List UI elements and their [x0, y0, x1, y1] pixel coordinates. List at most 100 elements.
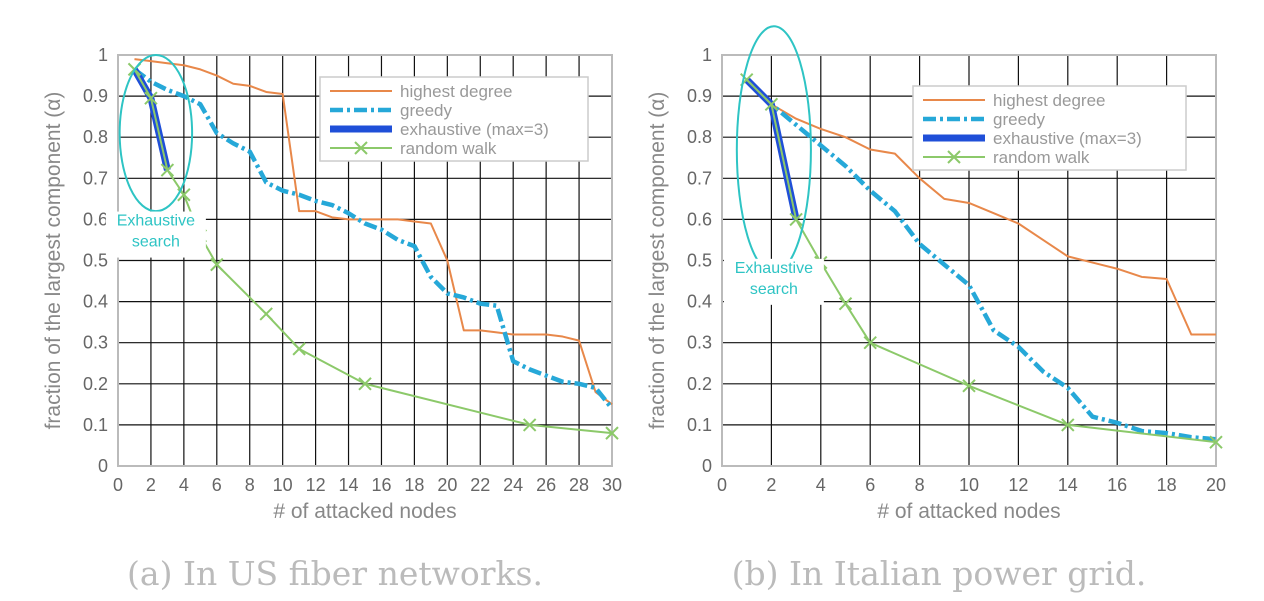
legend-entry-highest_degree: highest degree [993, 91, 1105, 110]
legend-marker [354, 141, 368, 155]
x-tick-label: 20 [437, 475, 457, 495]
series-line-greedy [745, 78, 1217, 442]
annotation-text: search [750, 281, 798, 298]
chart-panel-b: 0 2 4 6 8 10 12 14 16 18 20 0 0.1 0.2 0.3 0.4 0.5 0.6 0.7 0… [646, 25, 1226, 593]
series-highest_degree [745, 78, 1216, 336]
x-tick-label: 10 [273, 475, 293, 495]
data-point-random_walk [1061, 418, 1075, 432]
x-tick-label: 14 [339, 475, 359, 495]
x-tick-label: 18 [404, 475, 424, 495]
series-greedy [133, 67, 614, 410]
data-point-random_walk [160, 163, 175, 177]
x-tick-label: 24 [503, 475, 523, 495]
marker-stroke [789, 212, 803, 227]
y-tick-label: 0.6 [687, 209, 712, 229]
marker-stroke [522, 418, 537, 432]
y-tick-label: 0.9 [83, 86, 108, 106]
y-tick-label: 1 [98, 45, 108, 65]
legend-entry-random_walk: random walk [400, 139, 497, 158]
data-point-random_walk [259, 307, 273, 321]
plot-frame [721, 54, 1217, 467]
y-tick-label: 0 [98, 456, 108, 476]
y-tick-label: 0.1 [687, 415, 712, 435]
marker-stroke [962, 379, 976, 393]
y-tick-label: 0.3 [83, 333, 108, 353]
legend-entry-exhaustive: exhaustive (max=3) [400, 120, 549, 139]
x-tick-label: 2 [146, 475, 156, 495]
x-tick-label: 18 [1157, 475, 1177, 495]
marker-stroke [863, 335, 877, 350]
x-tick-label: 6 [212, 475, 222, 495]
series-random_walk [127, 62, 619, 440]
y-axis-label: fraction of the largest component (α) [42, 92, 65, 430]
x-tick-label: 0 [717, 475, 727, 495]
series-highest_degree [134, 58, 613, 406]
x-tick-label: 28 [569, 475, 589, 495]
y-tick-label: 0.8 [687, 127, 712, 147]
series-line-highest_degree [134, 58, 613, 406]
annotation-text: Exhaustive [735, 260, 813, 277]
x-tick-label: 16 [1107, 475, 1127, 495]
data-point-random_walk [605, 426, 619, 440]
x-tick-label: 4 [179, 475, 189, 495]
marker-stroke [210, 257, 224, 272]
data-point-random_walk [210, 257, 224, 272]
figure-caption: (b) In Italian power grid. [732, 554, 1147, 593]
marker-stroke [764, 97, 779, 112]
legend-entry-greedy: greedy [993, 110, 1045, 129]
x-tick-label: 12 [1008, 475, 1028, 495]
x-tick-label: 30 [602, 475, 622, 495]
marker-stroke [1209, 435, 1223, 449]
figure-caption: (a) In US fiber networks. [127, 554, 543, 593]
data-point-random_walk [838, 296, 853, 311]
series-greedy [745, 78, 1217, 442]
y-tick-label: 0 [702, 456, 712, 476]
data-point-random_walk [863, 335, 877, 350]
exhaustive-search-ellipse [118, 54, 194, 213]
marker-stroke [259, 307, 273, 321]
y-tick-label: 0.4 [83, 292, 108, 312]
annotation-text: search [132, 234, 180, 251]
x-tick-label: 22 [470, 475, 490, 495]
x-axis-label: # of attacked nodes [877, 500, 1060, 523]
data-point-random_walk [962, 379, 976, 393]
x-tick-label: 4 [816, 475, 826, 495]
marker-stroke [292, 342, 306, 356]
y-tick-label: 0.2 [687, 374, 712, 394]
x-tick-label: 16 [371, 475, 391, 495]
marker-stroke [144, 91, 158, 105]
data-point-random_walk [789, 212, 803, 227]
plot-frame [117, 54, 613, 467]
marker-stroke [1061, 418, 1075, 432]
y-tick-label: 0.1 [83, 415, 108, 435]
x-tick-label: 14 [1058, 475, 1078, 495]
chart-panel-a: 0 2 4 6 8 10 12 14 16 18 20 22 24 26 28 3000.10.20.30.4… [42, 45, 622, 593]
y-tick-label: 0.6 [83, 209, 108, 229]
y-axis-label: fraction of the largest component (α) [646, 92, 669, 430]
x-tick-label: 2 [766, 475, 776, 495]
legend-entry-exhaustive: exhaustive (max=3) [993, 129, 1142, 148]
marker-stroke [177, 188, 191, 202]
legend-entry-greedy: greedy [400, 101, 452, 120]
x-tick-label: 26 [536, 475, 556, 495]
legend-marker [947, 150, 961, 164]
series-line-highest_degree [745, 78, 1216, 336]
data-point-random_walk [358, 377, 372, 391]
annotation-backdrop [723, 258, 824, 305]
data-point-random_walk [764, 97, 779, 112]
data-point-random_walk [292, 342, 306, 356]
x-tick-label: 12 [306, 475, 326, 495]
y-tick-label: 0.5 [687, 251, 712, 271]
marker-stroke [838, 296, 853, 311]
x-tick-label: 6 [865, 475, 875, 495]
x-tick-label: 8 [245, 475, 255, 495]
series-random_walk [739, 72, 1223, 449]
y-tick-label: 0.9 [687, 86, 712, 106]
y-tick-label: 0.7 [83, 168, 108, 188]
data-point-random_walk [144, 91, 158, 105]
y-tick-label: 0.8 [83, 127, 108, 147]
marker-stroke [160, 163, 175, 177]
x-axis-label: # of attacked nodes [273, 500, 456, 523]
